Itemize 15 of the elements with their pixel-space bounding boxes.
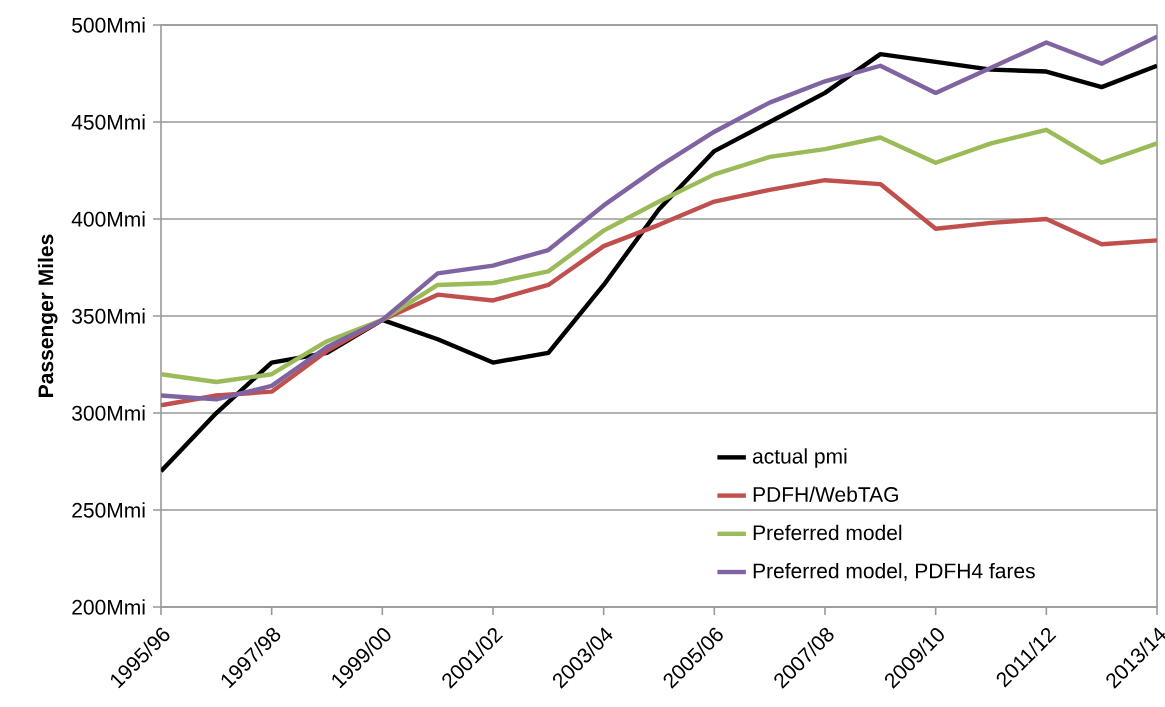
- y-tick-label: 450Mmi: [71, 114, 145, 130]
- y-tick-label: 250Mmi: [72, 502, 145, 518]
- y-tick-label: 200Mmi: [72, 599, 145, 615]
- line-series: [161, 178, 1158, 408]
- y-tick-label: 400Mmi: [71, 211, 145, 227]
- legend-label: Preferred model: [753, 524, 902, 541]
- y-tick-label: 300Mmi: [72, 405, 145, 421]
- legend-label: actual pmi: [752, 448, 847, 468]
- y-axis-title: Passenger Miles: [37, 234, 58, 397]
- line-series: [161, 127, 1158, 385]
- legend-label: PDFH/WebTAG: [753, 486, 898, 502]
- y-tick-label: 350Mmi: [72, 308, 145, 324]
- legend-label: Preferred model, PDFH4 fares: [753, 562, 1035, 581]
- line-series: [161, 34, 1158, 402]
- y-tick-label: 500Mmi: [72, 17, 145, 33]
